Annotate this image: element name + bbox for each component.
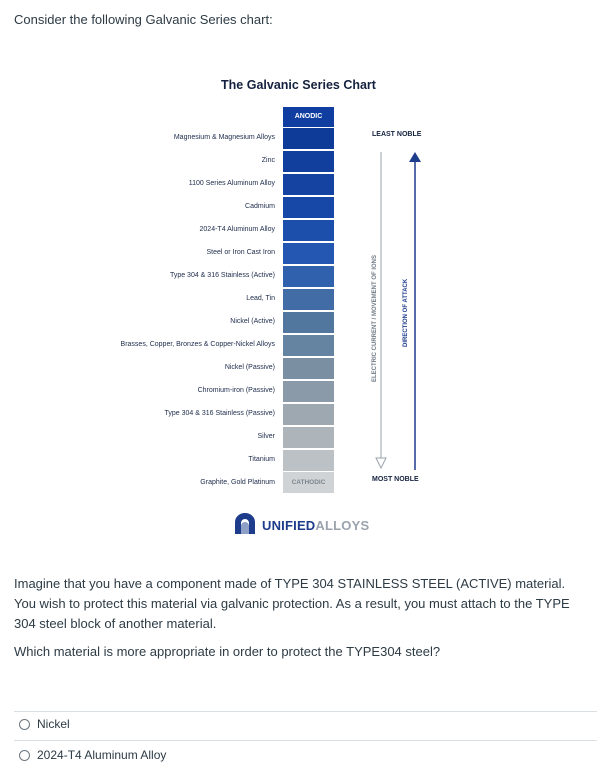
material-label: 1100 Series Aluminum Alloy	[188, 180, 275, 187]
radio-nickel[interactable]	[19, 718, 30, 730]
question-prompt: Which material is more appropriate in or…	[14, 644, 441, 659]
material-label: Silver	[257, 433, 275, 440]
material-label: Cadmium	[245, 203, 275, 210]
electric-current-arrow	[375, 152, 387, 470]
series-band	[283, 151, 334, 172]
intro-text: Consider the following Galvanic Series c…	[14, 12, 273, 27]
material-label: Type 304 & 316 Stainless (Passive)	[164, 410, 275, 417]
series-band	[283, 312, 334, 333]
option-divider	[14, 711, 597, 712]
material-label: Lead, Tin	[246, 295, 275, 302]
material-label: Brasses, Copper, Bronzes & Copper-Nickel…	[120, 341, 275, 348]
direction-of-attack-arrow	[409, 152, 421, 470]
material-label: Zinc	[261, 157, 275, 164]
option-nickel[interactable]: Nickel	[19, 717, 70, 731]
material-label: Type 304 & 316 Stainless (Active)	[169, 272, 275, 279]
series-band	[283, 197, 334, 218]
material-label: Magnesium & Magnesium Alloys	[173, 134, 275, 141]
unified-alloys-logo: UNIFIEDALLOYS	[232, 513, 369, 537]
galvanic-series-chart: The Galvanic Series Chart ANODIC Magnesi…	[0, 70, 597, 540]
series-band	[283, 128, 334, 149]
option-nickel-label: Nickel	[37, 717, 70, 731]
material-label: Chromium-iron (Passive)	[197, 387, 275, 394]
question-paragraph: Imagine that you have a component made o…	[14, 576, 570, 631]
series-band	[283, 220, 334, 241]
series-band	[283, 243, 334, 264]
series-band	[283, 335, 334, 356]
most-noble-label: MOST NOBLE	[372, 476, 419, 483]
series-band	[283, 404, 334, 425]
anodic-band: ANODIC	[283, 107, 334, 127]
material-label: Steel or Iron Cast Iron	[206, 249, 275, 256]
series-band	[283, 427, 334, 448]
option-aluminum[interactable]: 2024-T4 Aluminum Alloy	[19, 748, 166, 762]
electric-current-label: ELECTRIC CURRENT / MOVEMENT OF IONS	[372, 254, 378, 382]
unified-alloys-logo-icon	[235, 513, 255, 534]
radio-aluminum[interactable]	[19, 749, 30, 761]
series-band	[283, 289, 334, 310]
unified-alloys-logo-text: UNIFIEDALLOYS	[262, 517, 370, 533]
series-band	[283, 174, 334, 195]
chart-title: The Galvanic Series Chart	[221, 78, 376, 92]
material-label: Titanium	[248, 456, 275, 463]
option-divider	[14, 740, 597, 741]
least-noble-label: LEAST NOBLE	[372, 131, 422, 138]
series-band	[283, 358, 334, 379]
material-label: Graphite, Gold Platinum	[200, 479, 275, 486]
material-label: 2024-T4 Aluminum Alloy	[199, 226, 275, 233]
direction-of-attack-label: DIRECTION OF ATTACK	[403, 278, 409, 347]
series-band	[283, 381, 334, 402]
cathodic-band: CATHODIC	[283, 472, 334, 493]
option-aluminum-label: 2024-T4 Aluminum Alloy	[37, 748, 167, 762]
material-label: Nickel (Active)	[230, 318, 275, 325]
material-label: Nickel (Passive)	[224, 364, 275, 371]
series-band	[283, 450, 334, 471]
series-band	[283, 266, 334, 287]
